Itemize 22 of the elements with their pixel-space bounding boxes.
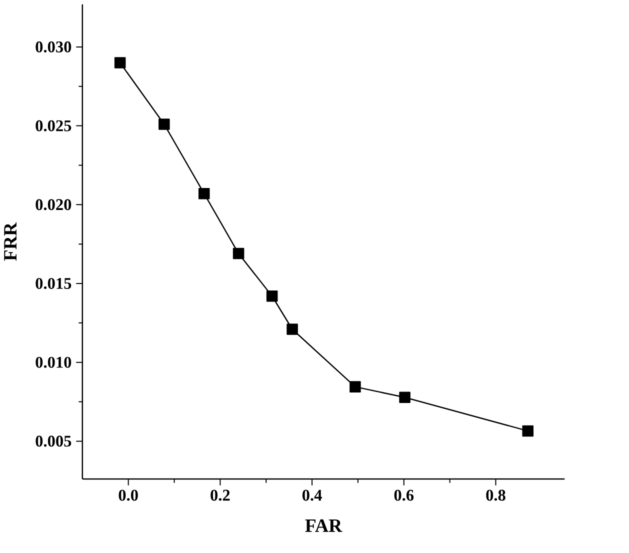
- y-tick-label: 0.005: [36, 436, 72, 447]
- x-tick-label: 0.6: [394, 490, 414, 501]
- y-tick-label: 0.020: [36, 199, 72, 210]
- point: [114, 56, 126, 68]
- point: [158, 118, 170, 130]
- y-tick-label: 0.010: [36, 356, 72, 368]
- point: [286, 323, 298, 335]
- y-tick-label: 0.025: [36, 120, 72, 132]
- x-tick-label: 0.8: [486, 490, 506, 501]
- point: [522, 425, 534, 436]
- x-tick-label: 0.4: [302, 490, 322, 501]
- y-tick-label: 0.030: [36, 41, 72, 52]
- y-tick-label: 0.015: [36, 278, 72, 289]
- point: [198, 188, 210, 200]
- x-tick-label: 0.0: [118, 490, 138, 501]
- x-tick-label: 0.2: [210, 490, 230, 501]
- point: [350, 381, 361, 392]
- point: [266, 290, 278, 302]
- point: [399, 392, 410, 403]
- y-axis-title: FRR: [4, 222, 16, 261]
- point: [232, 248, 244, 260]
- x-axis-title: FAR: [305, 519, 342, 532]
